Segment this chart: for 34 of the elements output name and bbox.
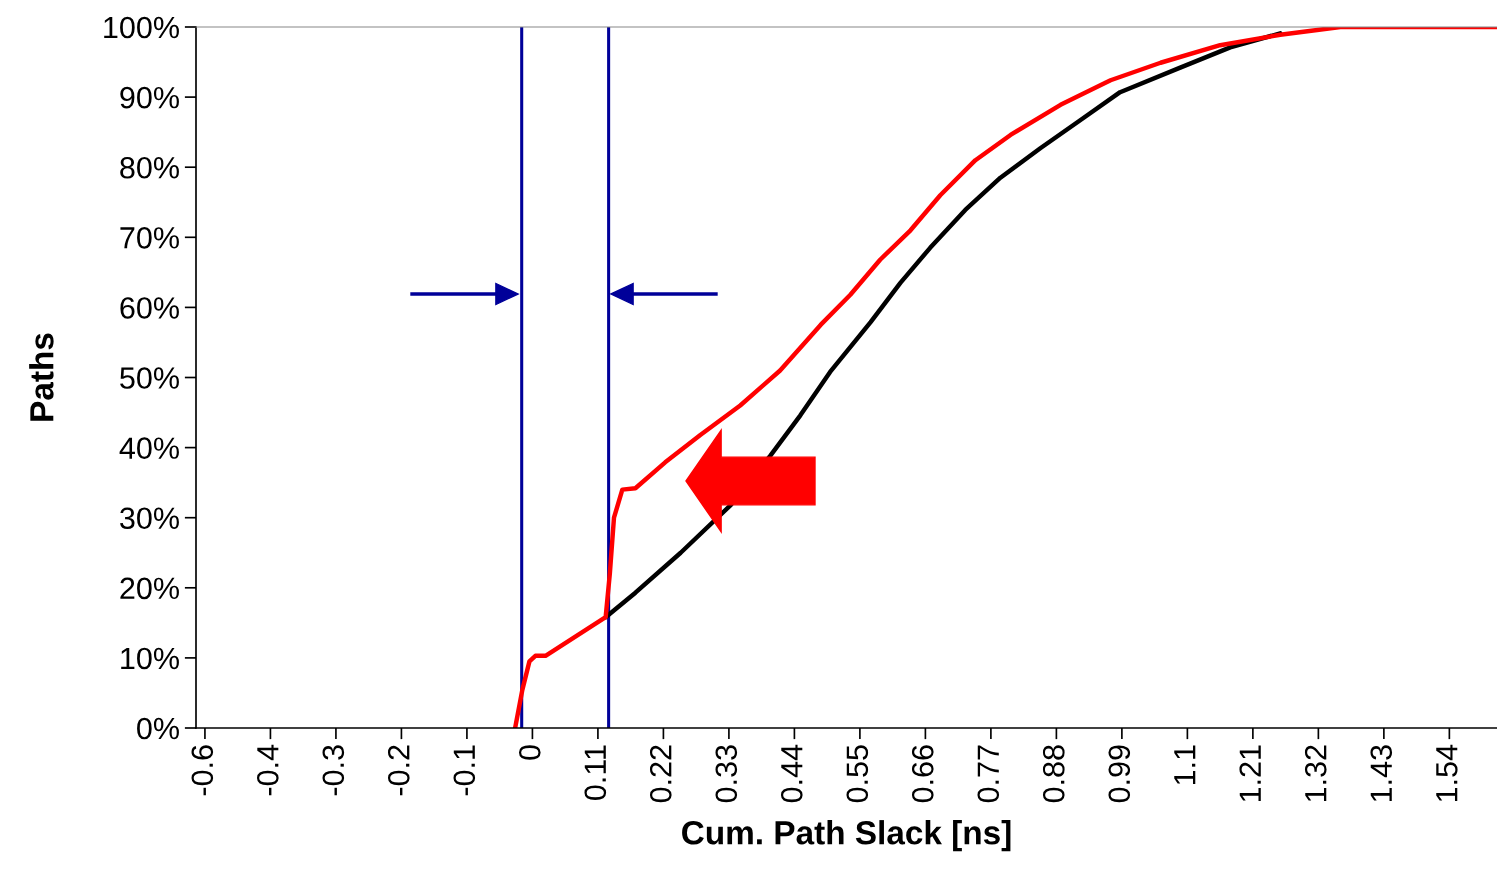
- y-axis-title: Paths: [29, 333, 54, 421]
- x-tick-label: 0.77: [977, 745, 1000, 803]
- x-tick-label: 0.44: [780, 744, 803, 803]
- y-tick-label: 90%: [120, 86, 179, 109]
- x-tick-label: -0.3: [322, 745, 345, 796]
- y-tick-label: 70%: [120, 227, 179, 249]
- y-tick-label: 10%: [121, 647, 179, 670]
- x-tick-label: 0: [518, 745, 541, 760]
- y-tick-label: 40%: [119, 437, 179, 459]
- x-axis-title: Cum. Path Slack [ns]: [682, 820, 1011, 852]
- x-tick-label: -0.2: [387, 745, 410, 796]
- x-tick-label: 1.54: [1436, 744, 1458, 802]
- x-tick-label: 0.88: [1042, 745, 1065, 803]
- x-tick-label: 0.11: [584, 745, 607, 800]
- x-tick-label: 0.99: [1108, 745, 1131, 803]
- x-tick-label: 0.33: [715, 745, 738, 803]
- x-tick-label: 0.66: [911, 745, 934, 803]
- y-tick-label: 0%: [137, 717, 179, 740]
- x-tick-label: 1.32: [1304, 745, 1327, 802]
- y-tick-label: 80%: [120, 156, 179, 179]
- line-series: [512, 27, 1497, 728]
- y-tick-label: 20%: [120, 577, 179, 600]
- x-tick-label: -0.4: [256, 744, 279, 796]
- x-tick-label: 1.21: [1239, 745, 1261, 802]
- x-tick-label: 0.55: [846, 745, 869, 803]
- x-tick-label: 1.43: [1370, 745, 1393, 802]
- y-tick-label: 30%: [120, 507, 179, 530]
- y-tick-label: 60%: [120, 297, 179, 319]
- x-tick-label: -0.1: [453, 745, 476, 796]
- x-tick-label: -0.6: [191, 745, 214, 796]
- y-tick-label: 50%: [120, 367, 179, 389]
- x-tick-label: 1.1: [1174, 745, 1196, 785]
- x-tick-label: 0.22: [649, 745, 672, 803]
- y-tick-label: 100%: [104, 16, 179, 39]
